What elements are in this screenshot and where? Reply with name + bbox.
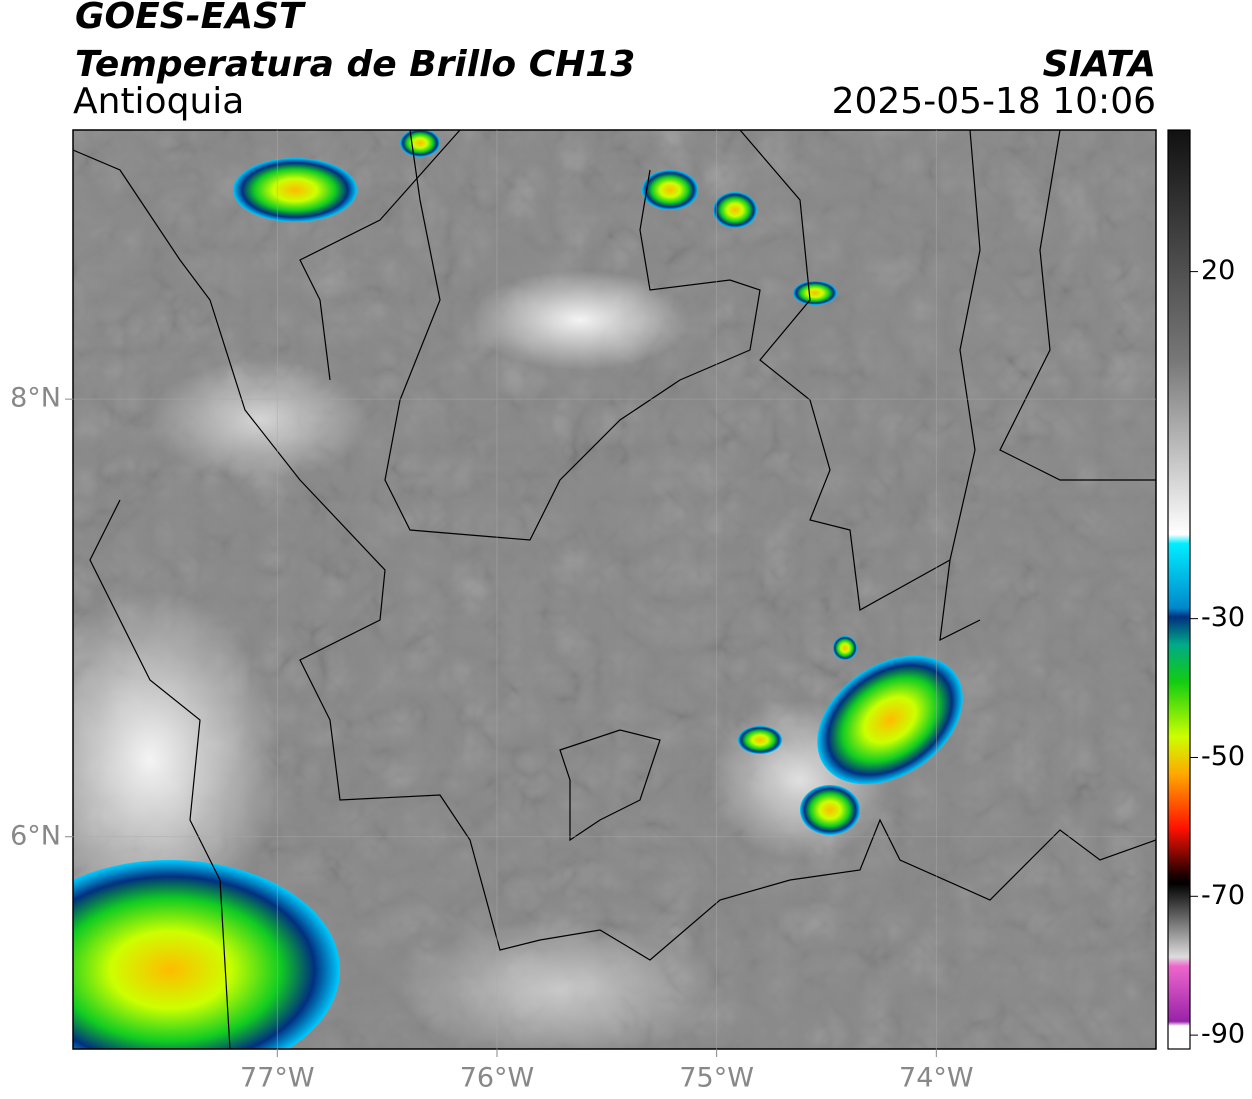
subtitle: Temperatura de Brillo CH13 — [75, 44, 635, 85]
map-frame — [72, 129, 1157, 1050]
colorbar — [1167, 129, 1191, 1050]
x-tick-label: 77°W — [240, 1063, 315, 1094]
colorbar-label: -70 — [1201, 880, 1245, 911]
colorbar-label: 20 — [1201, 255, 1235, 286]
datetime: 2025-05-18 10:06 — [832, 81, 1156, 122]
title: GOES-EAST — [75, 0, 306, 37]
source: SIATA — [1043, 44, 1156, 85]
colorbar-label: -50 — [1201, 741, 1245, 772]
map-image — [73, 130, 1156, 1049]
y-tick-label: 6°N — [10, 820, 61, 851]
x-tick-label: 75°W — [679, 1063, 754, 1094]
y-tick-label: 8°N — [10, 383, 61, 414]
region: Antioquia — [73, 81, 244, 122]
x-tick-label: 74°W — [899, 1063, 974, 1094]
colorbar-label: -90 — [1201, 1019, 1245, 1050]
x-tick-label: 76°W — [460, 1063, 535, 1094]
colorbar-label: -30 — [1201, 602, 1245, 633]
